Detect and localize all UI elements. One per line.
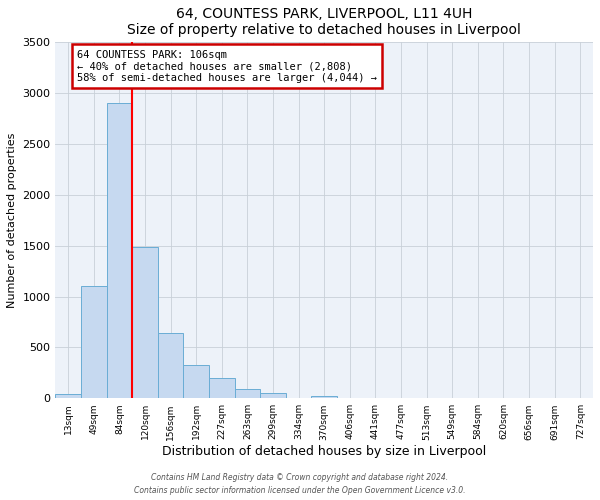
Bar	[311, 396, 337, 398]
Y-axis label: Number of detached properties: Number of detached properties	[7, 132, 17, 308]
Bar	[260, 392, 286, 398]
Title: 64, COUNTESS PARK, LIVERPOOL, L11 4UH
Size of property relative to detached hous: 64, COUNTESS PARK, LIVERPOOL, L11 4UH Si…	[127, 7, 521, 37]
X-axis label: Distribution of detached houses by size in Liverpool: Distribution of detached houses by size …	[162, 445, 487, 458]
Bar	[55, 394, 81, 398]
Bar	[158, 333, 184, 398]
Bar	[132, 247, 158, 398]
Text: Contains HM Land Registry data © Crown copyright and database right 2024.
Contai: Contains HM Land Registry data © Crown c…	[134, 474, 466, 495]
Bar	[235, 388, 260, 398]
Bar	[81, 286, 107, 399]
Bar	[184, 365, 209, 398]
Bar	[107, 104, 132, 399]
Text: 64 COUNTESS PARK: 106sqm
← 40% of detached houses are smaller (2,808)
58% of sem: 64 COUNTESS PARK: 106sqm ← 40% of detach…	[77, 50, 377, 83]
Bar	[209, 378, 235, 398]
